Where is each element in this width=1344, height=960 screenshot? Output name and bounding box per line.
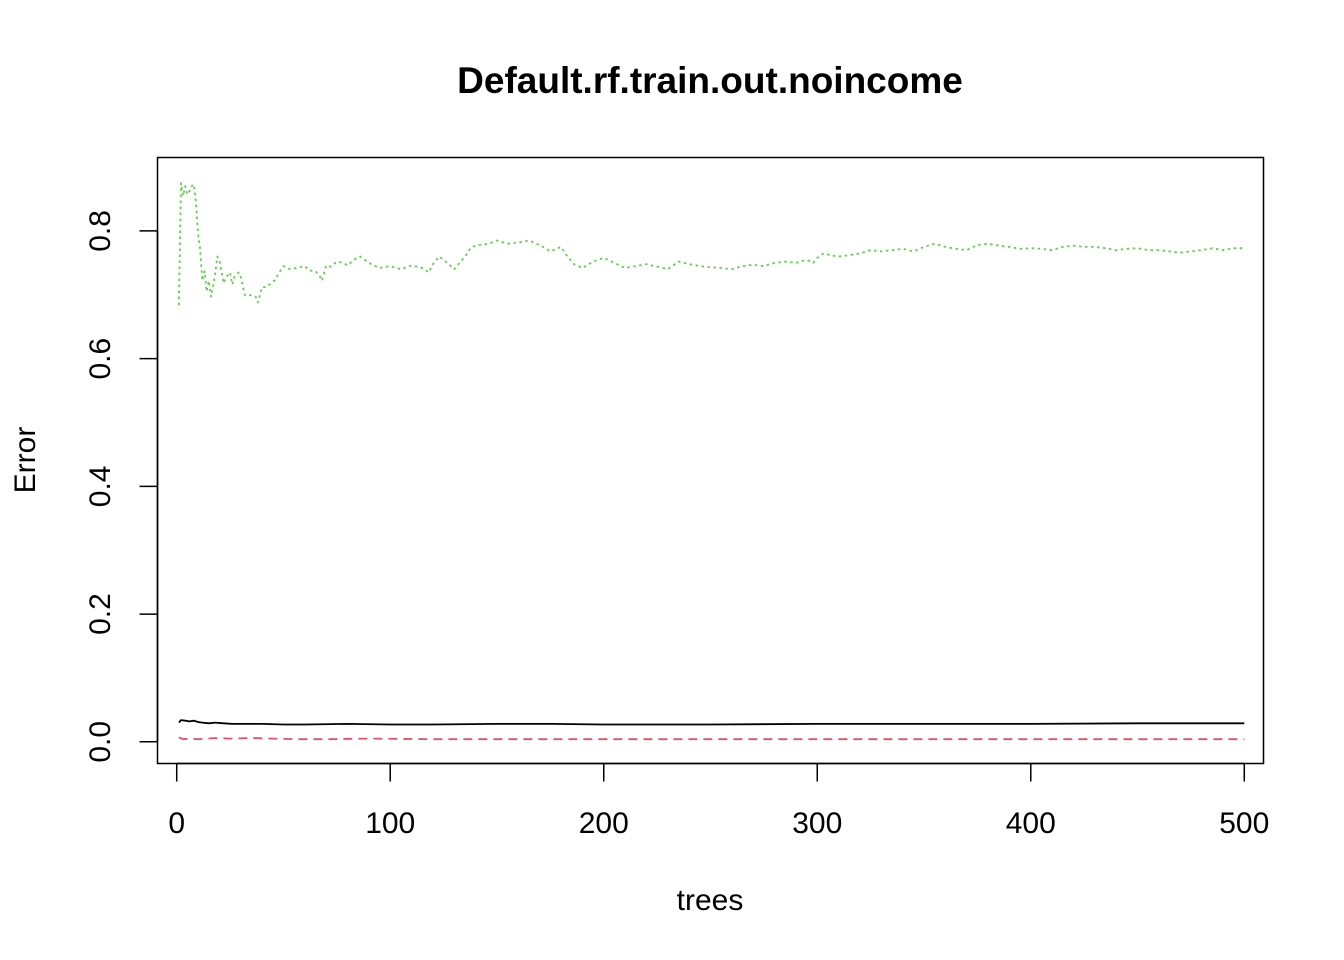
series-layer: [178, 182, 1245, 741]
y-axis: 0.0 0.2 0.4 0.6 0.8: [84, 210, 159, 763]
x-tick-label: 300: [792, 807, 842, 840]
series-line-1: [178, 719, 1245, 726]
x-tick-label: 100: [365, 807, 415, 840]
x-axis-label: trees: [677, 884, 744, 917]
x-tick-label: 500: [1219, 807, 1269, 840]
series-line-3: [178, 182, 1245, 306]
x-tick-label: 400: [1006, 807, 1056, 840]
chart-title: Default.rf.train.out.noincome: [457, 60, 963, 101]
y-tick-label: 0.0: [84, 721, 117, 763]
y-axis-label: Error: [9, 427, 42, 494]
y-tick-label: 0.2: [84, 593, 117, 635]
x-tick-label: 0: [168, 807, 185, 840]
y-tick-label: 0.8: [84, 210, 117, 252]
y-tick-label: 0.6: [84, 338, 117, 380]
x-tick-label: 200: [579, 807, 629, 840]
y-tick-label: 0.4: [84, 466, 117, 508]
series-line-2: [178, 736, 1245, 741]
plot-frame: [156, 156, 1265, 765]
x-axis: 0 100 200 300 400 500: [168, 762, 1269, 840]
